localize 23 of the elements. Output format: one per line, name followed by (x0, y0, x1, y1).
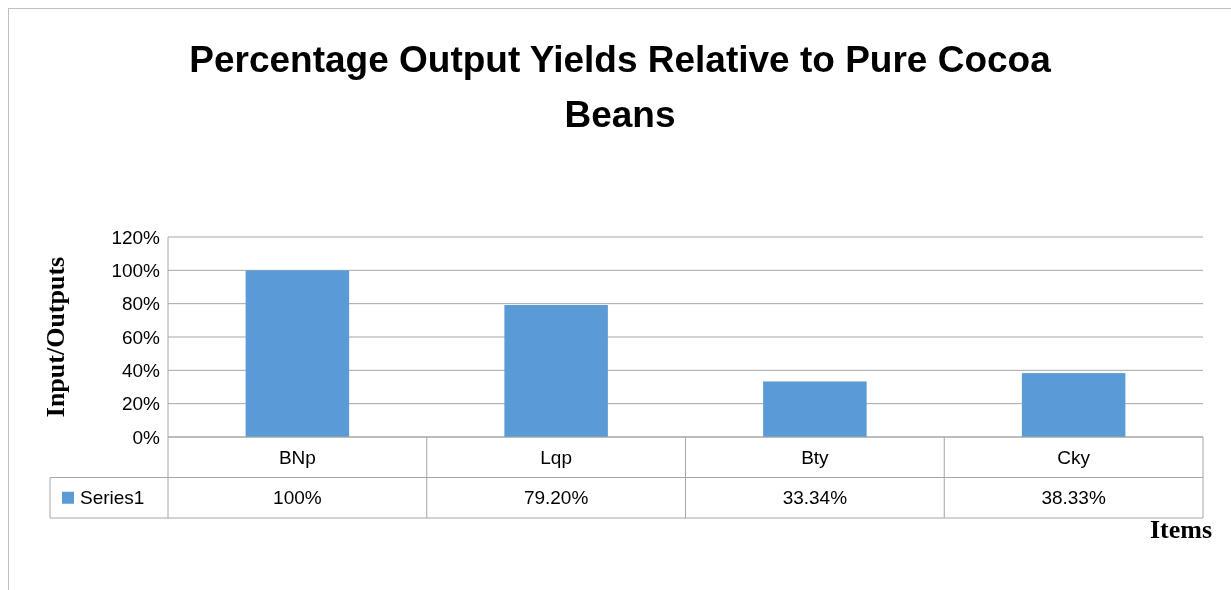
data-label: 33.34% (782, 487, 848, 509)
x-axis-title: Items (1149, 515, 1212, 544)
bar (245, 270, 350, 437)
data-label: 38.33% (1041, 487, 1106, 509)
bar (1021, 373, 1126, 437)
legend-label: Series1 (80, 487, 145, 509)
bar (763, 381, 867, 437)
bar (504, 305, 608, 437)
y-tick-label: 60% (121, 326, 161, 348)
x-tick-label: Lqp (540, 446, 572, 468)
x-tick-label: Bty (801, 446, 830, 468)
y-tick-label: 0% (132, 426, 161, 448)
x-tick-label: BNp (278, 446, 316, 468)
chart-title: Percentage Output Yields Relative to Pure Cocoa Beans (189, 39, 1052, 135)
y-tick-label: 80% (121, 293, 161, 315)
data-label: 79.20% (523, 487, 589, 509)
y-tick-label: 20% (121, 393, 161, 415)
data-label: 100% (273, 487, 322, 509)
y-axis-title: Input/Outputs (41, 256, 70, 418)
y-tick-label: 100% (111, 259, 161, 281)
y-tick-label: 40% (121, 359, 161, 381)
y-tick-label: 120% (111, 226, 161, 248)
x-tick-label: Cky (1057, 446, 1091, 468)
